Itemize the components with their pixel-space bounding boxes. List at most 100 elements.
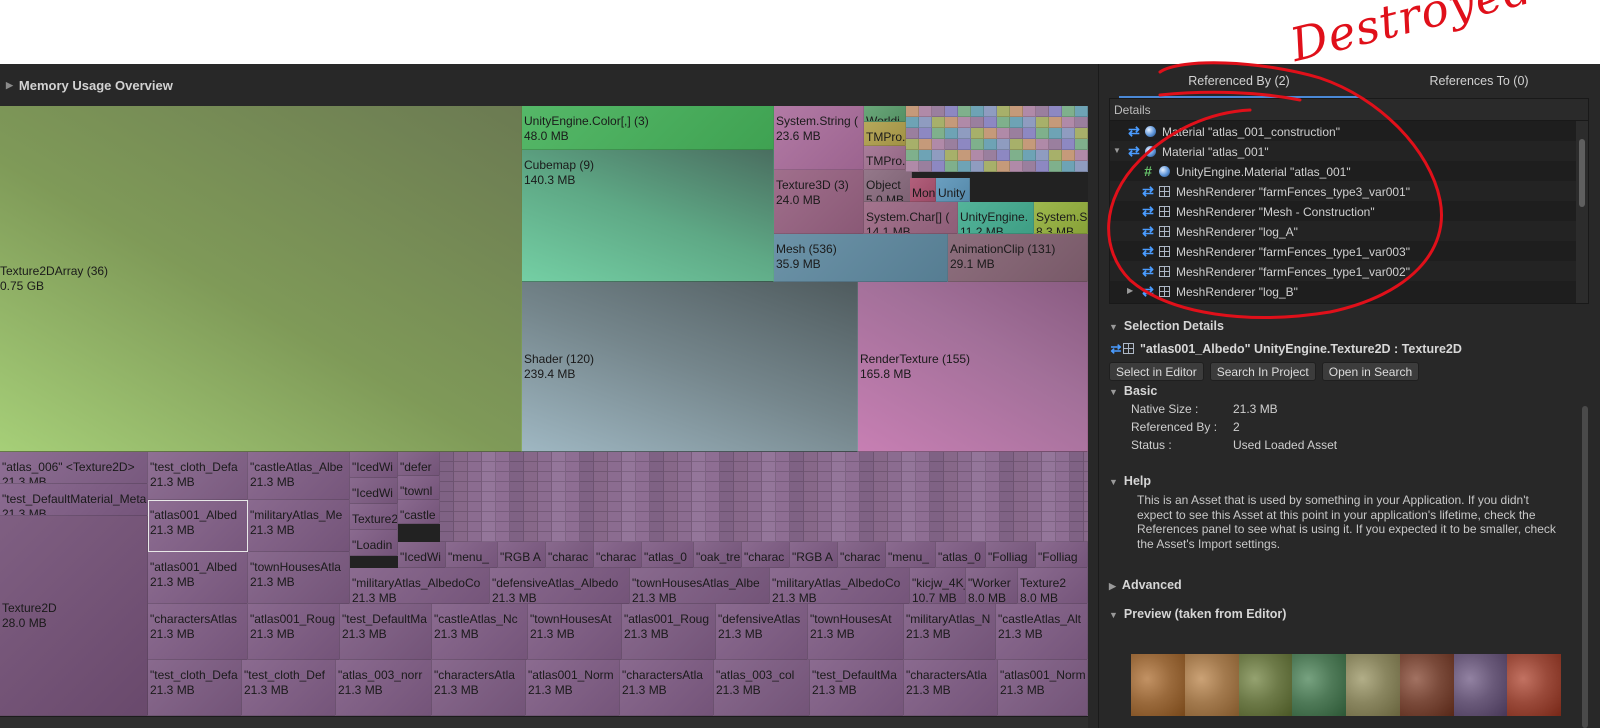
- texture-thumbnail-cell[interactable]: [906, 106, 919, 117]
- texture-thumbnail-cell[interactable]: [1036, 117, 1049, 128]
- small-texture-cell[interactable]: [706, 492, 720, 502]
- treemap-cell[interactable]: "menu_5.3 MB: [886, 542, 936, 568]
- reference-row[interactable]: ▼ ⇄ Material "atlas_001": [1110, 141, 1588, 161]
- small-texture-cell[interactable]: [916, 512, 930, 522]
- small-texture-cell[interactable]: [762, 492, 776, 502]
- small-texture-cell[interactable]: [650, 522, 664, 532]
- small-texture-cell[interactable]: [818, 512, 832, 522]
- treemap-cell[interactable]: "charac5.3 MB: [742, 542, 790, 568]
- small-texture-cell[interactable]: [832, 512, 846, 522]
- small-texture-cell[interactable]: [622, 522, 636, 532]
- texture-thumbnail-cell[interactable]: [997, 106, 1010, 117]
- small-texture-cell[interactable]: [1056, 512, 1070, 522]
- texture-thumbnail-cell[interactable]: [984, 106, 997, 117]
- small-texture-cell[interactable]: [1014, 452, 1028, 462]
- small-texture-cell[interactable]: [818, 482, 832, 492]
- small-texture-cell[interactable]: [818, 532, 832, 542]
- texture-thumbnail-cell[interactable]: [1075, 139, 1088, 150]
- small-texture-cell[interactable]: [790, 502, 804, 512]
- texture-thumbnail-cell[interactable]: [945, 150, 958, 161]
- small-texture-cell[interactable]: [706, 472, 720, 482]
- small-texture-cell[interactable]: [580, 472, 594, 482]
- small-texture-cell[interactable]: [720, 522, 734, 532]
- texture-thumbnail-cell[interactable]: [1036, 128, 1049, 139]
- small-texture-cell[interactable]: [804, 452, 818, 462]
- small-texture-cell[interactable]: [860, 462, 874, 472]
- small-texture-cell[interactable]: [902, 522, 916, 532]
- small-texture-cell[interactable]: [720, 472, 734, 482]
- small-texture-cell[interactable]: [608, 462, 622, 472]
- small-texture-cell[interactable]: [692, 462, 706, 472]
- treemap-cell[interactable]: "townHousesAtlas_Albe 21.3 MB: [630, 568, 770, 604]
- small-texture-cell[interactable]: [902, 452, 916, 462]
- small-texture-cell[interactable]: [650, 532, 664, 542]
- small-texture-cell[interactable]: [762, 452, 776, 462]
- small-texture-cell[interactable]: [636, 482, 650, 492]
- small-texture-cell[interactable]: [1042, 532, 1056, 542]
- treemap-cell[interactable]: "atlas001_Albed 21.3 MB: [148, 552, 248, 604]
- texture-thumbnail-cell[interactable]: [1062, 117, 1075, 128]
- small-texture-cell[interactable]: [510, 482, 524, 492]
- small-texture-cell[interactable]: [790, 492, 804, 502]
- small-texture-cell[interactable]: [888, 462, 902, 472]
- reference-row[interactable]: ⇄ MeshRenderer "Mesh - Construction": [1110, 201, 1588, 221]
- small-texture-cell[interactable]: [958, 492, 972, 502]
- small-texture-cell[interactable]: [440, 482, 454, 492]
- treemap-cell[interactable]: "oak_tre5.3 MB: [694, 542, 742, 568]
- small-texture-cell[interactable]: [496, 522, 510, 532]
- small-texture-cell[interactable]: [1056, 532, 1070, 542]
- small-texture-cell[interactable]: [958, 452, 972, 462]
- treemap-cell[interactable]: "castleAtlas_Alt 21.3 MB: [996, 604, 1088, 660]
- texture-thumbnail-cell[interactable]: [919, 117, 932, 128]
- small-texture-cell[interactable]: [1042, 472, 1056, 482]
- collapse-triangle-icon[interactable]: ▼: [1113, 146, 1121, 155]
- small-texture-cell[interactable]: [930, 472, 944, 482]
- small-texture-cell[interactable]: [650, 502, 664, 512]
- texture-thumbnail-cell[interactable]: [906, 161, 919, 172]
- texture-thumbnail-cell[interactable]: [919, 139, 932, 150]
- small-texture-cell[interactable]: [1014, 532, 1028, 542]
- texture-thumbnail-cell[interactable]: [945, 128, 958, 139]
- small-texture-cell[interactable]: [482, 452, 496, 462]
- small-texture-cell[interactable]: [510, 532, 524, 542]
- small-texture-cell[interactable]: [468, 482, 482, 492]
- small-texture-cell[interactable]: [580, 452, 594, 462]
- small-texture-cell[interactable]: [440, 492, 454, 502]
- small-texture-cell[interactable]: [1014, 502, 1028, 512]
- small-texture-cell[interactable]: [818, 492, 832, 502]
- small-texture-cell[interactable]: [608, 522, 622, 532]
- small-texture-cell[interactable]: [706, 502, 720, 512]
- small-texture-cell[interactable]: [1084, 462, 1088, 472]
- small-texture-cell[interactable]: [510, 492, 524, 502]
- small-texture-cell[interactable]: [538, 492, 552, 502]
- small-texture-cell[interactable]: [734, 522, 748, 532]
- texture-thumbnail-cell[interactable]: [945, 117, 958, 128]
- small-texture-cell[interactable]: [1042, 492, 1056, 502]
- small-texture-cell[interactable]: [454, 512, 468, 522]
- small-texture-cell[interactable]: [440, 462, 454, 472]
- small-texture-cell[interactable]: [1070, 472, 1084, 482]
- small-texture-cell[interactable]: [790, 512, 804, 522]
- treemap-cell[interactable]: "Worker 8.0 MB: [966, 568, 1018, 604]
- treemap-cell[interactable]: "kicjw_4K_ 10.7 MB: [910, 568, 966, 604]
- texture-thumbnail-cell[interactable]: [958, 150, 971, 161]
- treemap-cell[interactable]: "atlas001_Norm 21.3 MB: [998, 660, 1088, 716]
- small-texture-cell[interactable]: [608, 512, 622, 522]
- small-texture-cell[interactable]: [888, 522, 902, 532]
- small-texture-cell[interactable]: [1000, 462, 1014, 472]
- small-texture-cell[interactable]: [1042, 462, 1056, 472]
- small-texture-cell[interactable]: [762, 482, 776, 492]
- small-texture-cell[interactable]: [622, 452, 636, 462]
- small-texture-cell[interactable]: [524, 482, 538, 492]
- treemap-cell[interactable]: Texture26.5 MB: [350, 504, 398, 530]
- open-in-search-button[interactable]: Open in Search: [1321, 362, 1420, 381]
- small-texture-cell[interactable]: [454, 482, 468, 492]
- small-texture-cell[interactable]: [776, 472, 790, 482]
- small-texture-cell[interactable]: [482, 482, 496, 492]
- small-texture-cell[interactable]: [496, 462, 510, 472]
- small-texture-cell[interactable]: [580, 522, 594, 532]
- small-texture-cell[interactable]: [734, 462, 748, 472]
- small-texture-cell[interactable]: [692, 502, 706, 512]
- small-texture-cell[interactable]: [552, 532, 566, 542]
- small-texture-cell[interactable]: [944, 482, 958, 492]
